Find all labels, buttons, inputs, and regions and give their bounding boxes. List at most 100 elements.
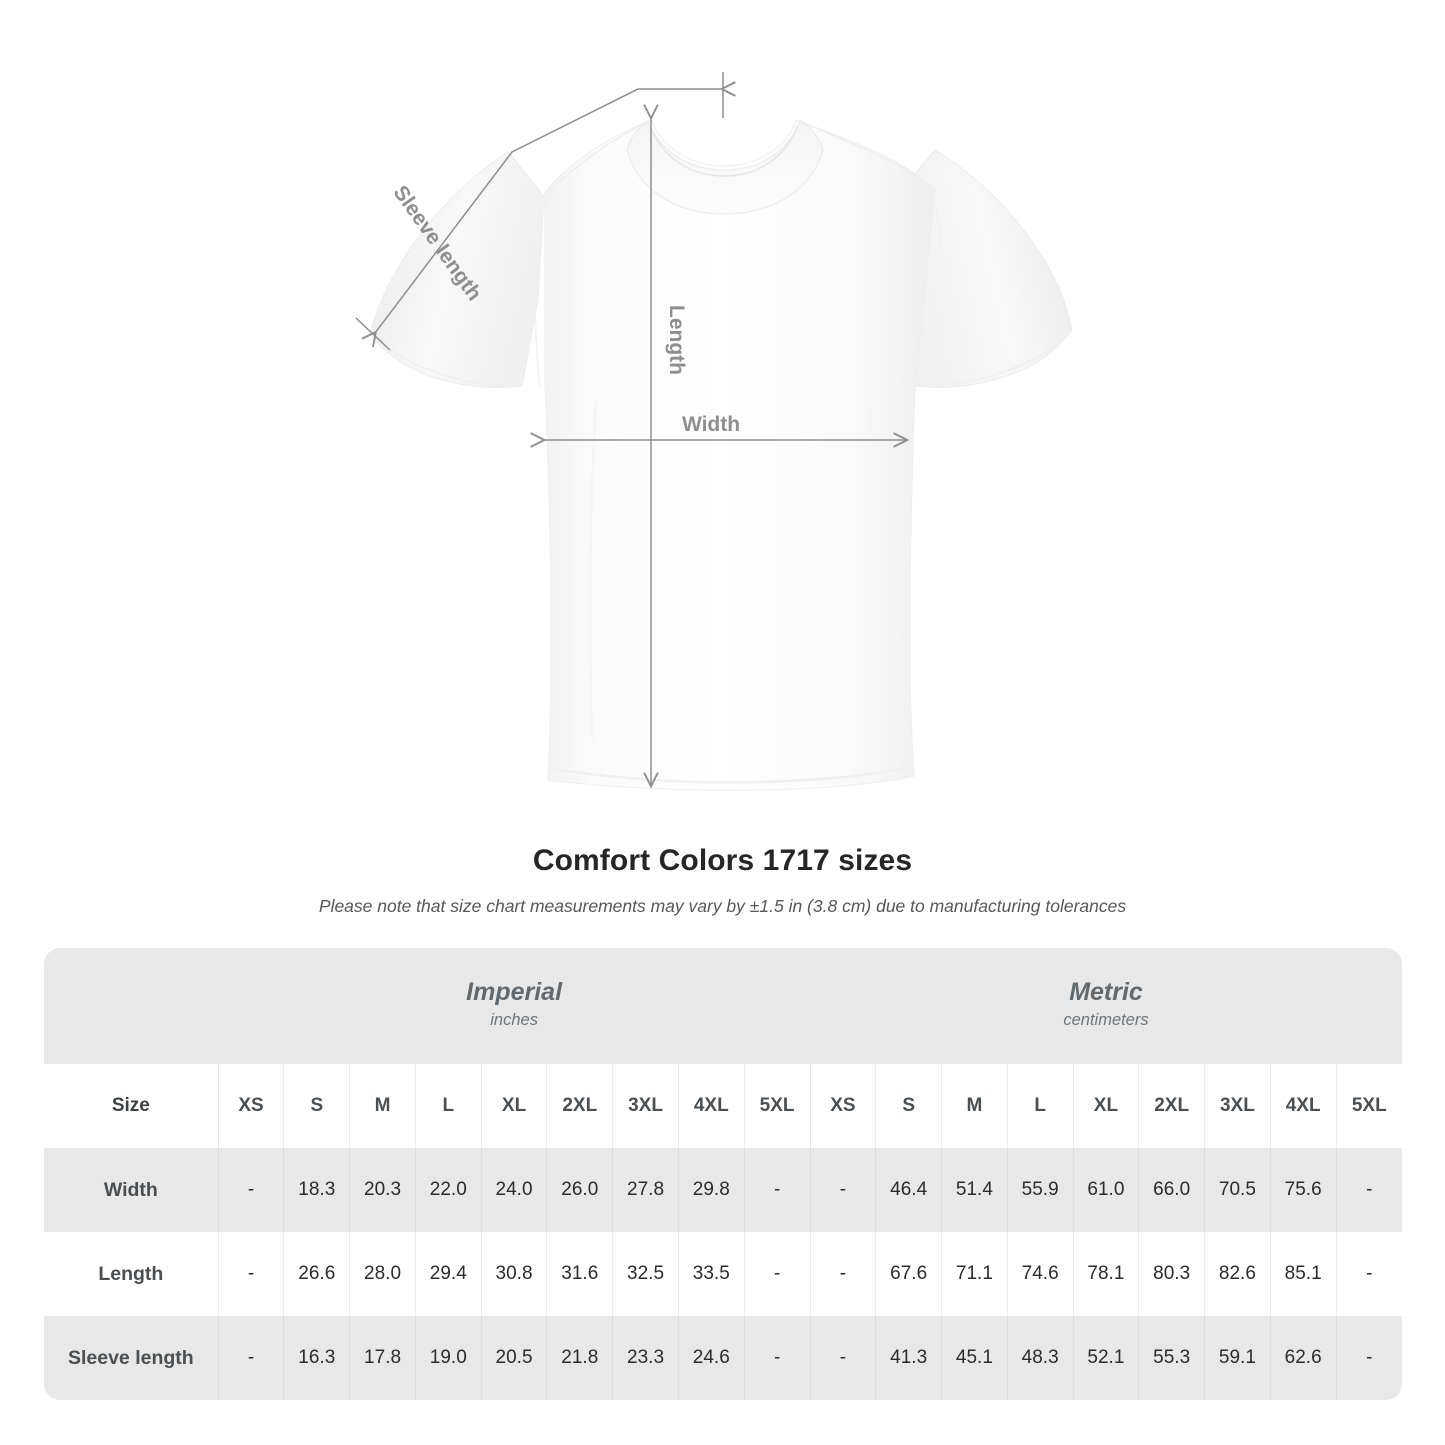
cell-width-imp-5: 26.0	[546, 1148, 613, 1232]
size-header-met-5: 2XL	[1138, 1064, 1205, 1148]
cell-width-imp-2: 20.3	[349, 1148, 416, 1232]
right-shoulder-seam	[799, 120, 935, 193]
cell-sleeve-met-6: 59.1	[1204, 1316, 1271, 1400]
cell-length-imp-3: 29.4	[414, 1232, 482, 1316]
cell-length-met-1: 67.6	[875, 1232, 942, 1316]
cell-width-imp-8: -	[743, 1148, 811, 1232]
size-header-met-0: XS	[809, 1064, 876, 1148]
cell-sleeve-imp-4: 20.5	[480, 1316, 547, 1400]
cell-sleeve-imp-3: 19.0	[414, 1316, 482, 1400]
cell-sleeve-met-4: 52.1	[1072, 1316, 1139, 1400]
cell-width-imp-1: 18.3	[283, 1148, 350, 1232]
metric-subtitle: centimeters	[1063, 1011, 1149, 1030]
size-header-met-1: S	[875, 1064, 942, 1148]
size-header-imp-0: XS	[217, 1064, 284, 1148]
cell-width-met-8: -	[1335, 1148, 1402, 1232]
size-header-imp-2: M	[349, 1064, 416, 1148]
cell-length-imp-7: 33.5	[677, 1232, 745, 1316]
cell-length-met-7: 85.1	[1269, 1232, 1337, 1316]
size-header-met-4: XL	[1072, 1064, 1139, 1148]
fabric-fold-right	[870, 409, 880, 743]
table-row: Length - 26.6 28.0 29.4 30.8 31.6 32.5 3…	[44, 1232, 1402, 1316]
chart-title-block: Comfort Colors 1717 sizes Please note th…	[0, 843, 1445, 918]
size-header-met-6: 3XL	[1204, 1064, 1271, 1148]
cell-width-met-3: 55.9	[1006, 1148, 1074, 1232]
cell-sleeve-imp-0: -	[217, 1316, 284, 1400]
size-chart-table-wrapper: Imperial inches Metric centimeters Size …	[44, 948, 1402, 1400]
cell-width-met-1: 46.4	[875, 1148, 942, 1232]
cell-sleeve-imp-1: 16.3	[283, 1316, 350, 1400]
cell-width-imp-3: 22.0	[414, 1148, 482, 1232]
imperial-subtitle: inches	[490, 1011, 538, 1030]
cell-length-met-6: 82.6	[1204, 1232, 1271, 1316]
cell-length-imp-5: 31.6	[546, 1232, 613, 1316]
size-header-imp-1: S	[283, 1064, 350, 1148]
cell-length-imp-0: -	[217, 1232, 284, 1316]
table-row: Sleeve length - 16.3 17.8 19.0 20.5 21.8…	[44, 1316, 1402, 1400]
sleeve-length-dimension-line	[375, 89, 723, 333]
cell-sleeve-met-8: -	[1335, 1316, 1402, 1400]
unit-group-metric: Metric centimeters	[810, 948, 1402, 1064]
cell-width-met-6: 70.5	[1204, 1148, 1271, 1232]
width-label: Width	[682, 413, 740, 436]
size-header-met-7: 4XL	[1269, 1064, 1337, 1148]
cell-width-imp-6: 27.8	[612, 1148, 679, 1232]
tshirt-measurement-diagram: Sleeve length Length Width	[355, 72, 1073, 791]
cell-length-imp-1: 26.6	[283, 1232, 350, 1316]
cell-length-imp-4: 30.8	[480, 1232, 547, 1316]
row-label-sleeve-length: Sleeve length	[44, 1316, 219, 1400]
sleeve-dimension-tick-bottom	[355, 317, 391, 351]
cell-length-met-4: 78.1	[1072, 1232, 1139, 1316]
row-label-length: Length	[44, 1232, 219, 1316]
cell-width-met-2: 51.4	[941, 1148, 1008, 1232]
tolerance-note: Please note that size chart measurements…	[318, 896, 1127, 916]
cell-sleeve-met-0: -	[809, 1316, 876, 1400]
tshirt-illustration	[369, 119, 1073, 791]
row-label-width: Width	[44, 1148, 219, 1232]
size-header-imp-6: 3XL	[612, 1064, 679, 1148]
cell-width-met-7: 75.6	[1269, 1148, 1337, 1232]
cell-length-met-0: -	[809, 1232, 876, 1316]
cell-sleeve-met-7: 62.6	[1269, 1316, 1337, 1400]
cell-length-met-3: 74.6	[1006, 1232, 1074, 1316]
right-sleeve	[897, 149, 1073, 388]
cell-width-met-5: 66.0	[1138, 1148, 1205, 1232]
cell-sleeve-imp-8: -	[743, 1316, 811, 1400]
tshirt-diagram-svg: Sleeve length Length Width	[355, 72, 1073, 791]
unit-band-row: Imperial inches Metric centimeters	[44, 948, 1402, 1064]
size-header-met-2: M	[941, 1064, 1008, 1148]
cell-length-met-5: 80.3	[1138, 1232, 1205, 1316]
cell-width-met-4: 61.0	[1072, 1148, 1139, 1232]
size-header-imp-8: 5XL	[743, 1064, 811, 1148]
cell-sleeve-met-2: 45.1	[941, 1316, 1008, 1400]
page-title: Comfort Colors 1717 sizes	[532, 844, 913, 877]
cell-width-imp-7: 29.8	[677, 1148, 745, 1232]
cell-sleeve-met-5: 55.3	[1138, 1316, 1205, 1400]
cell-sleeve-imp-7: 24.6	[677, 1316, 745, 1400]
cell-length-imp-8: -	[743, 1232, 811, 1316]
cell-sleeve-imp-6: 23.3	[612, 1316, 679, 1400]
cell-sleeve-met-1: 41.3	[875, 1316, 942, 1400]
right-sleeve-hem	[915, 331, 1071, 388]
imperial-title: Imperial	[466, 978, 563, 1007]
length-label: Length	[665, 305, 688, 375]
cell-length-met-8: -	[1335, 1232, 1402, 1316]
bottom-hem	[547, 764, 915, 784]
cell-length-imp-2: 28.0	[349, 1232, 416, 1316]
size-header-met-3: L	[1006, 1064, 1074, 1148]
size-header-imp-7: 4XL	[677, 1064, 745, 1148]
size-header-imp-3: L	[414, 1064, 482, 1148]
unit-group-imperial: Imperial inches	[218, 948, 811, 1064]
size-header-met-8: 5XL	[1335, 1064, 1402, 1148]
size-header-imp-5: 2XL	[546, 1064, 613, 1148]
cell-length-imp-6: 32.5	[612, 1232, 679, 1316]
table-row: Width - 18.3 20.3 22.0 24.0 26.0 27.8 29…	[44, 1148, 1402, 1232]
cell-length-met-2: 71.1	[941, 1232, 1008, 1316]
unit-band-spacer	[44, 948, 219, 1064]
size-header-label: Size	[44, 1064, 219, 1148]
cell-width-imp-4: 24.0	[480, 1148, 547, 1232]
cell-sleeve-imp-5: 21.8	[546, 1316, 613, 1400]
cell-sleeve-met-3: 48.3	[1006, 1316, 1074, 1400]
right-armhole-seam	[933, 193, 944, 389]
